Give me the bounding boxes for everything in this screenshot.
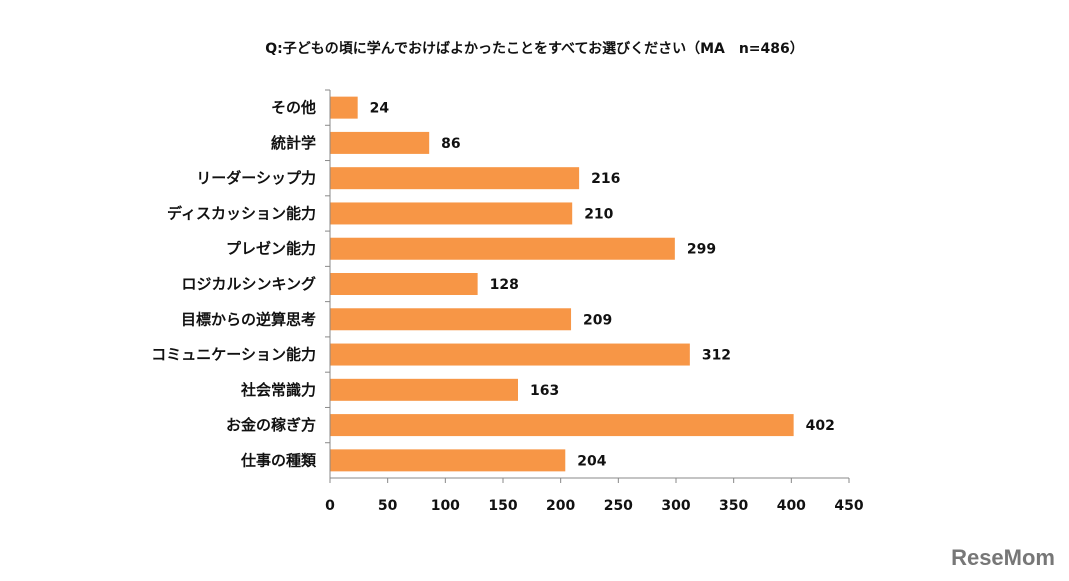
category-label: コミュニケーション能力 (151, 346, 316, 364)
x-tick-label: 200 (546, 498, 575, 514)
data-label: 24 (370, 101, 390, 117)
x-tick-label: 250 (604, 498, 633, 514)
x-tick-label: 450 (834, 498, 863, 514)
x-tick-label: 400 (777, 498, 806, 514)
chart-title: Q:子どもの頃に学んでおけばよかったことをすべてお選びください（MA n=486… (265, 41, 804, 57)
category-label: 仕事の種類 (240, 451, 317, 469)
bar (330, 96, 358, 119)
category-label: 統計学 (271, 134, 316, 152)
data-label: 128 (490, 277, 519, 293)
data-label: 402 (806, 418, 835, 434)
category-label: プレゼン能力 (226, 240, 316, 258)
bar (330, 167, 580, 190)
x-tick-label: 0 (325, 498, 335, 514)
bar (330, 273, 478, 295)
bar (330, 308, 572, 331)
category-label: お金の稼ぎ方 (226, 416, 316, 434)
data-label: 216 (591, 171, 620, 187)
bar (330, 343, 690, 366)
x-tick-label: 300 (661, 498, 690, 514)
bar (330, 202, 573, 225)
category-label: ロジカルシンキング (181, 275, 316, 293)
x-tick-label: 350 (719, 498, 748, 514)
data-label: 163 (530, 383, 559, 399)
data-label: 209 (583, 312, 612, 328)
category-label: リーダーシップ力 (196, 169, 316, 187)
data-label: 312 (702, 348, 731, 364)
bar (330, 131, 430, 154)
data-label: 86 (441, 136, 460, 152)
x-tick-label: 50 (378, 498, 398, 514)
bar (330, 237, 675, 260)
x-tick-label: 150 (488, 498, 517, 514)
resemom-logo: ReseMom (951, 545, 1055, 570)
bar (330, 449, 566, 472)
category-label: その他 (271, 99, 316, 117)
bar (330, 378, 518, 401)
data-label: 204 (577, 453, 606, 469)
bar (330, 414, 794, 437)
category-label: 目標からの逆算思考 (181, 310, 316, 328)
data-label: 299 (687, 242, 716, 258)
category-label: ディスカッション能力 (167, 204, 316, 222)
category-label: 社会常識力 (240, 381, 316, 399)
x-tick-label: 100 (431, 498, 460, 514)
data-label: 210 (584, 206, 613, 222)
